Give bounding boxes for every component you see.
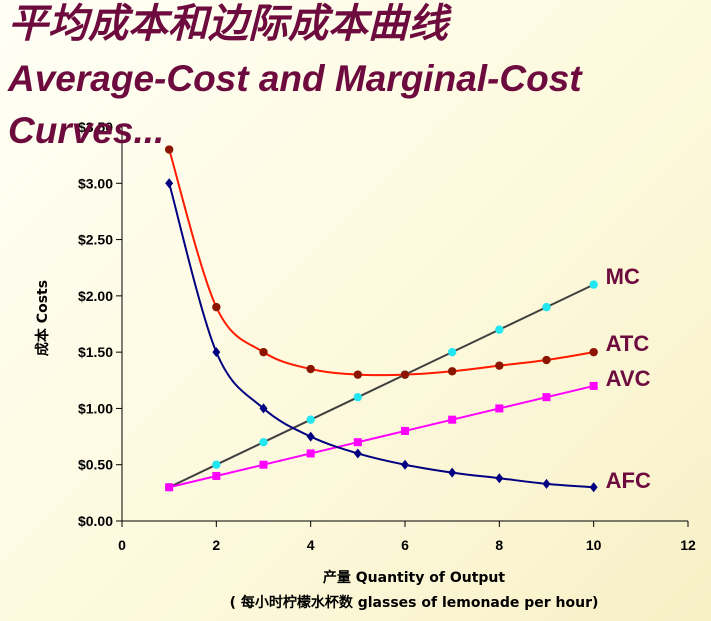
avc-point <box>259 460 268 469</box>
mc-point <box>589 280 598 289</box>
series-labels: MC ATC AVC AFC <box>606 264 651 493</box>
atc-series-label: ATC <box>606 331 650 356</box>
x-tick-label: 10 <box>586 537 602 553</box>
y-tick-label: $3.00 <box>78 175 113 191</box>
x-tick-label: 4 <box>307 537 315 553</box>
mc-curve <box>168 283 595 489</box>
afc-point <box>448 467 457 478</box>
chart-ticks: $0.00 $0.50 $1.00 $1.50 $2.00 $2.50 $3.00 $3.50… <box>78 119 696 553</box>
avc-point <box>401 426 409 435</box>
afc-point <box>259 403 268 414</box>
atc-point <box>353 370 363 379</box>
mc-series-label: MC <box>606 264 640 289</box>
mc-point <box>353 392 363 402</box>
afc-point <box>353 448 362 459</box>
x-axis-sublabel: ( 每小时柠檬水杯数 glasses of lemonade per hour) <box>230 594 599 611</box>
atc-point <box>212 302 221 312</box>
afc-point <box>589 482 598 493</box>
afc-point <box>306 431 315 442</box>
atc-point <box>400 370 410 379</box>
mc-point <box>212 460 221 469</box>
atc-point <box>542 355 551 365</box>
atc-point <box>306 364 315 374</box>
slide-title-zh: 平均成本和边际成本曲线 <box>8 1 448 47</box>
afc-point <box>212 347 221 358</box>
avc-point <box>448 415 457 424</box>
atc-point <box>259 347 268 357</box>
avc-point <box>495 404 504 413</box>
afc-point <box>495 473 504 484</box>
mc-point <box>495 325 504 334</box>
avc-point <box>589 381 598 390</box>
y-tick-label: $1.50 <box>78 344 113 360</box>
x-tick-label: 6 <box>401 537 409 553</box>
atc-point <box>164 145 174 154</box>
series-markers <box>164 145 598 493</box>
x-tick-label: 8 <box>495 537 503 553</box>
atc-point <box>589 347 598 357</box>
avc-series-label: AVC <box>606 366 651 391</box>
afc-series-label: AFC <box>606 468 651 493</box>
avc-point <box>165 483 174 492</box>
x-tick-label: 0 <box>118 537 126 553</box>
y-tick-label: $1.00 <box>78 400 113 416</box>
avc-point <box>542 393 551 402</box>
atc-point <box>447 367 457 376</box>
avc-curve <box>168 384 594 489</box>
y-tick-label: $2.00 <box>78 288 113 304</box>
avc-point <box>353 438 362 447</box>
y-tick-label: $3.50 <box>78 119 113 135</box>
afc-curve <box>168 183 594 489</box>
x-tick-label: 12 <box>680 537 696 553</box>
series-lines <box>168 149 595 489</box>
slide-title-en-line2: Curves... <box>8 110 165 151</box>
x-axis-label: 产量 Quantity of Output <box>323 569 505 586</box>
afc-point <box>165 178 174 189</box>
mc-point <box>447 347 457 357</box>
x-tick-label: 2 <box>212 537 220 553</box>
atc-point <box>495 361 504 370</box>
slide-title-en-line1: Average-Cost and Marginal-Cost <box>8 58 582 99</box>
afc-point <box>401 459 409 470</box>
avc-point <box>212 471 221 480</box>
atc-curve <box>168 149 594 377</box>
y-axis-label: 成本 Costs <box>34 280 51 356</box>
y-tick-label: $0.00 <box>78 513 113 529</box>
mc-point <box>259 438 268 447</box>
mc-point <box>306 415 315 424</box>
y-tick-label: $0.50 <box>78 457 113 473</box>
afc-point <box>542 478 551 489</box>
y-tick-label: $2.50 <box>78 232 113 248</box>
mc-point <box>542 302 551 312</box>
avc-point <box>306 449 315 458</box>
